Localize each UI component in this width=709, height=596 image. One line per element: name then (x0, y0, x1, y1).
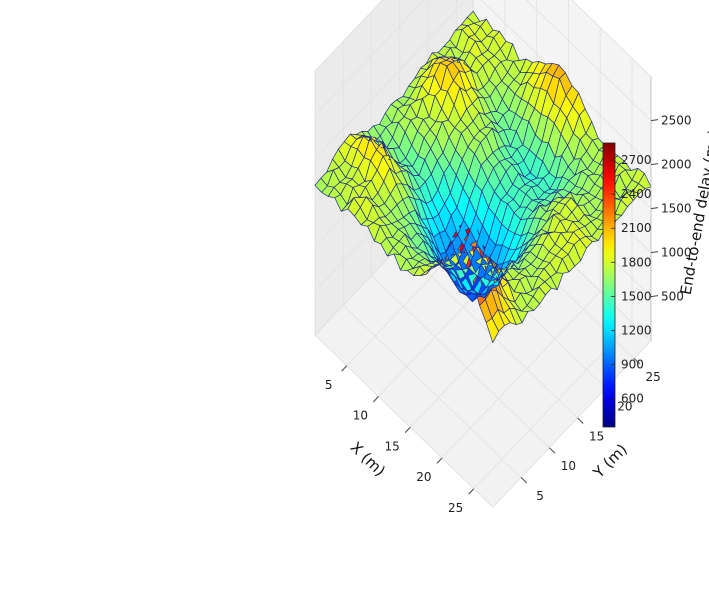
x-axis-label: X (m) (347, 438, 389, 480)
z-tick-label: 2500 (661, 114, 692, 128)
colorbar-tick-label: 2400 (621, 187, 652, 201)
y-tick-label: 25 (645, 370, 660, 384)
y-tick-label: 15 (589, 429, 604, 443)
grid-line-z (314, 0, 652, 165)
y-tick-mark (577, 417, 584, 424)
x-tick-mark (404, 426, 411, 433)
y-tick-label: 5 (536, 489, 544, 503)
z-tick-mark (650, 119, 659, 122)
x-tick-mark (436, 457, 443, 464)
y-tick-label: 20 (617, 400, 632, 414)
x-tick-label: 20 (416, 470, 431, 484)
y-tick-mark (520, 477, 528, 484)
z-tick-label: 1000 (661, 246, 692, 260)
colorbar-gradient (602, 142, 616, 428)
colorbar-tick-label: 1800 (621, 255, 652, 269)
colorbar: 600 900 1200 1500 1800 2100 2400 2700 (602, 142, 652, 428)
colorbar-tick-label: 2700 (621, 153, 652, 167)
colorbar-tick-label: 900 (621, 358, 644, 372)
y-tick-label: 10 (561, 459, 576, 473)
colorbar-tick-label: 600 (621, 392, 644, 406)
z-tick-label: 2000 (661, 158, 692, 172)
colorbar-tick-label: 1500 (621, 289, 652, 303)
axes-ticks: 5 10 15 20 25 5 10 15 20 25 500 1000 1500 2000 2500 (325, 76, 692, 515)
x-tick-label: 10 (353, 409, 368, 423)
x-tick-mark (373, 396, 379, 403)
colorbar-tick-label: 1200 (621, 323, 652, 337)
y-tick-mark (548, 447, 556, 454)
z-tick-mark (650, 295, 659, 298)
z-tick-mark (650, 163, 659, 166)
x-tick-label: 15 (385, 439, 400, 453)
z-tick-label: 1500 (661, 202, 692, 216)
y-tick-mark (633, 358, 641, 365)
y-axis-label: Y (m) (589, 440, 631, 482)
z-tick-mark (650, 207, 659, 210)
colorbar-tick-label: 2100 (621, 221, 652, 235)
x-tick-label: 25 (448, 501, 463, 515)
z-tick-mark (650, 251, 659, 254)
x-tick-mark (468, 488, 475, 495)
x-tick-mark (341, 365, 348, 372)
z-tick-label: 500 (661, 290, 684, 304)
x-tick-label: 5 (325, 378, 333, 392)
surface-mesh (314, 10, 652, 344)
grid-line-z (314, 0, 652, 121)
